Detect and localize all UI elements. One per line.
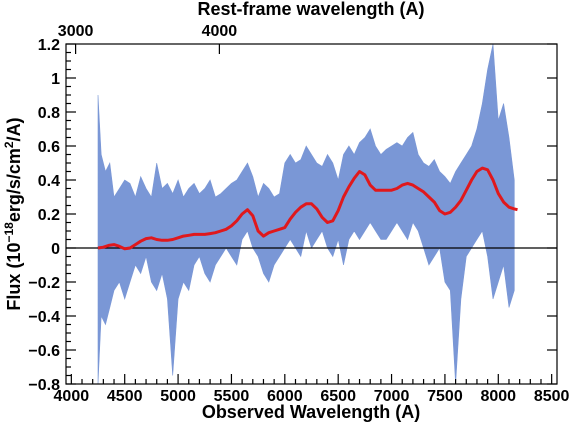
y-axis-title-exponent-2: 2 — [2, 141, 16, 148]
y-axis-title-suffix: /A) — [4, 117, 24, 141]
y-axis-title: Flux (10−18erg/s/cm2/A) — [2, 117, 24, 310]
y-tick-label: 0.6 — [38, 139, 60, 156]
top-axis-title: Rest-frame wavelength (A) — [197, 0, 424, 19]
x-tick-label: 7000 — [374, 388, 410, 405]
top-tick-label: 4000 — [202, 23, 238, 40]
plot-area — [66, 43, 557, 385]
x-axis-title: Observed Wavelength (A) — [202, 402, 420, 422]
y-tick-label: 1 — [51, 71, 60, 88]
y-axis-title-exponent: −18 — [2, 222, 16, 243]
y-tick-label: 0 — [51, 241, 60, 258]
y-tick-label: −0.6 — [28, 343, 60, 360]
y-tick-label: 0.2 — [38, 207, 60, 224]
y-tick-label: 0.8 — [38, 105, 60, 122]
smoothed-flux-line — [97, 166, 518, 251]
y-axis-title-prefix: Flux (10 — [4, 243, 24, 311]
x-tick-label: 7500 — [427, 388, 463, 405]
x-tick-label: 6500 — [320, 388, 356, 405]
flux-noise-band — [97, 43, 515, 385]
x-tick-label: 6000 — [267, 388, 303, 405]
y-axis-title-units: erg/s/cm — [4, 148, 24, 222]
y-tick-label: 1.2 — [38, 37, 60, 54]
top-tick-label: 3000 — [58, 23, 94, 40]
y-tick-label: −0.4 — [28, 309, 60, 326]
y-tick-label: −0.8 — [28, 377, 60, 394]
x-tick-label: 8500 — [534, 388, 570, 405]
x-tick-label: 4500 — [107, 388, 143, 405]
y-tick-label: 0.4 — [38, 173, 60, 190]
x-tick-label: 4000 — [54, 388, 90, 405]
x-tick-label: 5000 — [160, 388, 196, 405]
y-tick-label: −0.2 — [28, 275, 60, 292]
x-tick-label: 8000 — [480, 388, 516, 405]
axis-ticks: 4000 4500 5000 5500 6000 6500 7000 7500 8000 8500… — [28, 23, 569, 405]
x-tick-label: 5500 — [214, 388, 250, 405]
